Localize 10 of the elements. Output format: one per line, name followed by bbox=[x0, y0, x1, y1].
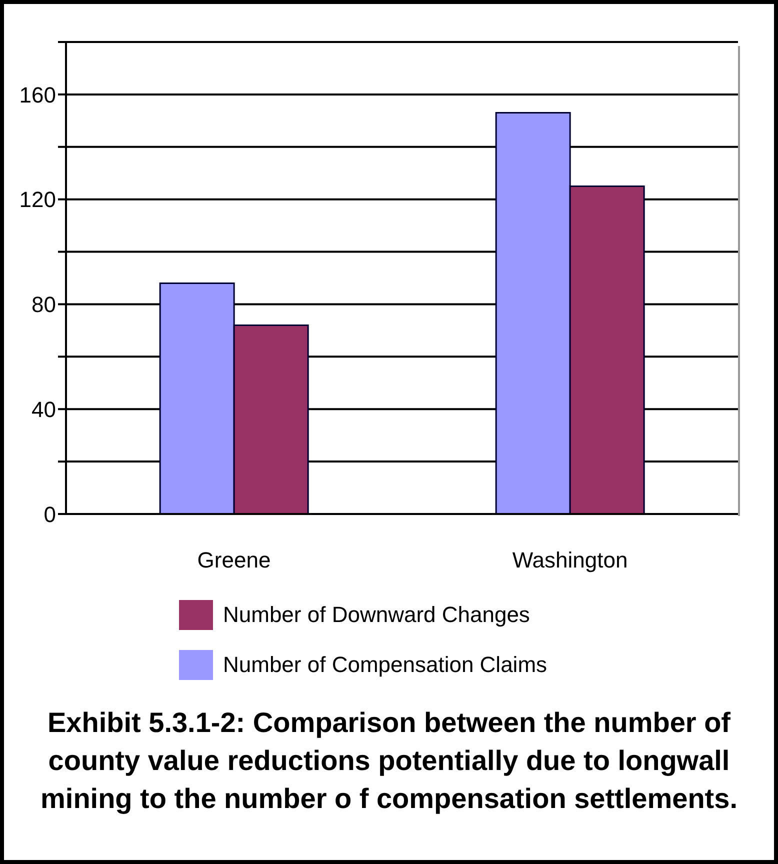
x-tick-label: Greene bbox=[197, 548, 271, 573]
y-tick-label: 160 bbox=[19, 82, 56, 108]
y-tick-label: 80 bbox=[32, 292, 56, 318]
text: Exhibit 5.3.1-2: Comparison between the number of county value reductions potentially due to longwall mining to the number o f compensation settlements. bbox=[40, 706, 738, 816]
legend-label: Number of Compensation Claims bbox=[223, 652, 548, 678]
y-tick-label: 120 bbox=[19, 187, 56, 212]
y-tick-label: 40 bbox=[32, 396, 56, 422]
legend-label: Number of Downward Changes bbox=[223, 602, 530, 628]
y-tick-label: 0 bbox=[44, 502, 56, 527]
x-tick-label: Washington bbox=[512, 548, 628, 573]
